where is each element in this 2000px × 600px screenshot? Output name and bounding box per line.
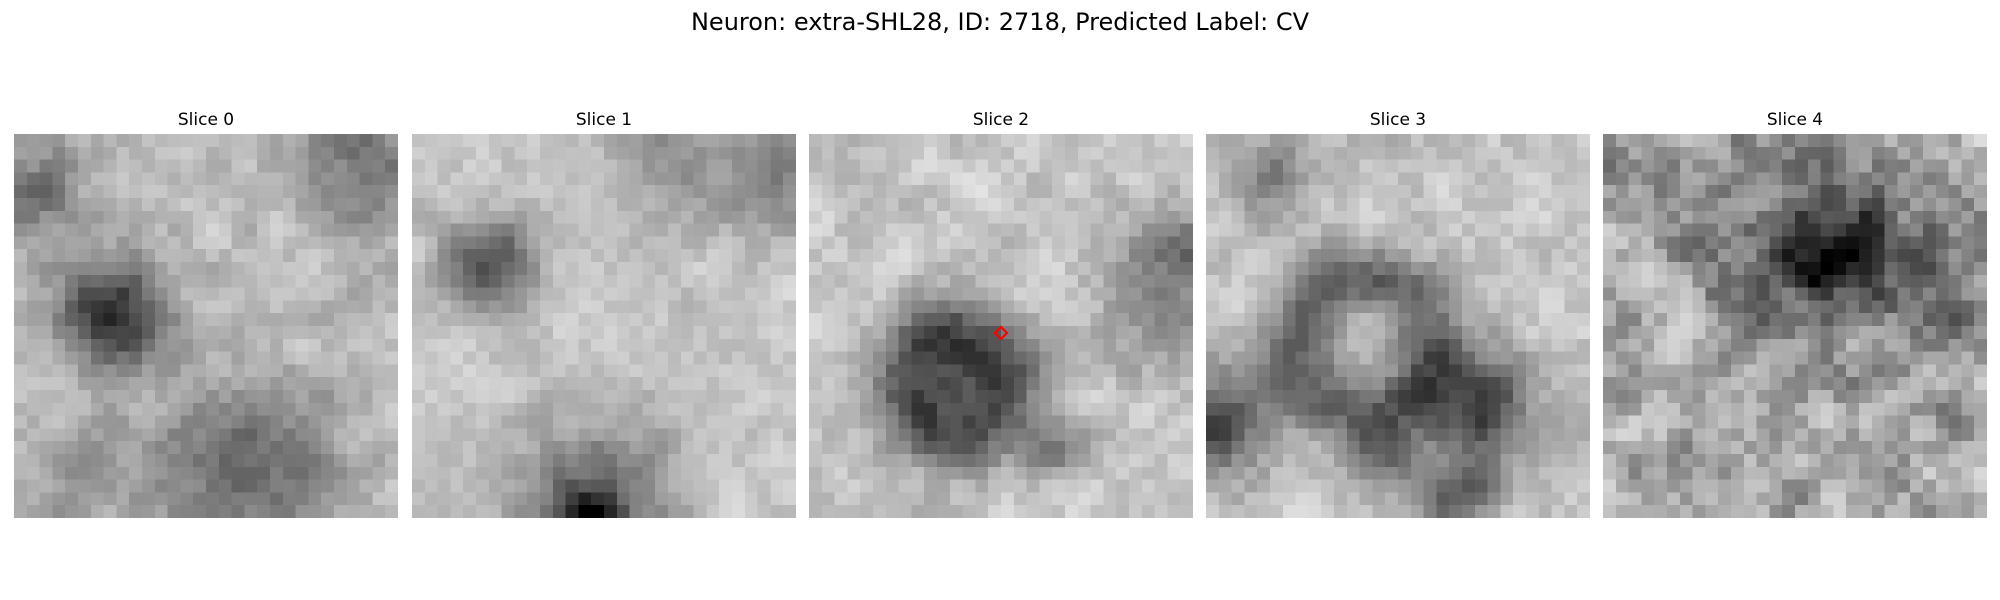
figure-title: Neuron: extra-SHL28, ID: 2718, Predicted… [690, 8, 1310, 36]
slice-title-1: Slice 1 [575, 110, 633, 130]
slice-title-3: Slice 3 [1369, 110, 1427, 130]
slice-panel-0: Slice 0 [14, 108, 398, 518]
slice-image-3 [1206, 134, 1590, 518]
slice-panel-4: Slice 4 [1603, 108, 1987, 518]
slice-panel-2: Slice 2 [809, 108, 1193, 518]
slice-image-0 [14, 134, 398, 518]
red-diamond-marker-icon [993, 325, 1009, 341]
slice-image-1 [412, 134, 796, 518]
slice-image-4 [1603, 134, 1987, 518]
slice-panel-3: Slice 3 [1206, 108, 1590, 518]
slice-title-4: Slice 4 [1766, 110, 1824, 130]
slice-panel-1: Slice 1 [412, 108, 796, 518]
slice-title-2: Slice 2 [972, 110, 1030, 130]
slice-title-0: Slice 0 [177, 110, 235, 130]
